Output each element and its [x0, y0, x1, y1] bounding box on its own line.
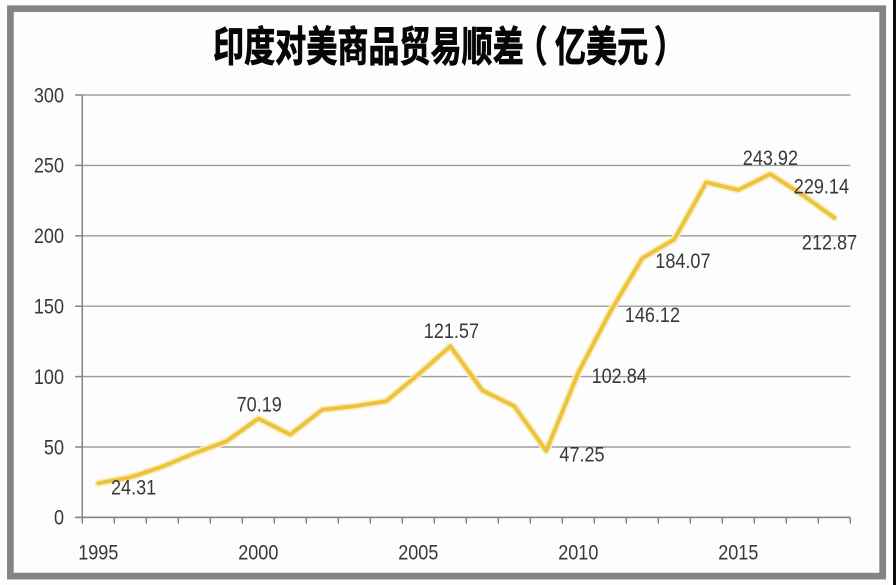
svg-text:150: 150: [34, 295, 64, 319]
svg-text:212.87: 212.87: [802, 231, 857, 255]
svg-text:229.14: 229.14: [794, 175, 849, 199]
svg-text:100: 100: [34, 366, 64, 390]
svg-text:1995: 1995: [78, 541, 118, 565]
svg-text:0: 0: [54, 506, 64, 530]
svg-text:2005: 2005: [398, 541, 438, 565]
svg-text:102.84: 102.84: [592, 365, 647, 389]
svg-text:24.31: 24.31: [111, 476, 156, 500]
svg-text:50: 50: [44, 436, 64, 460]
svg-text:300: 300: [34, 84, 64, 108]
svg-text:184.07: 184.07: [655, 250, 710, 274]
svg-text:121.57: 121.57: [424, 320, 479, 344]
svg-text:243.92: 243.92: [743, 147, 798, 171]
svg-text:70.19: 70.19: [237, 393, 282, 417]
svg-text:2010: 2010: [558, 541, 598, 565]
svg-text:250: 250: [34, 154, 64, 178]
svg-text:200: 200: [34, 225, 64, 249]
svg-text:2015: 2015: [718, 541, 758, 565]
svg-text:2000: 2000: [238, 541, 278, 565]
svg-text:146.12: 146.12: [625, 304, 680, 328]
svg-text:47.25: 47.25: [559, 443, 604, 467]
